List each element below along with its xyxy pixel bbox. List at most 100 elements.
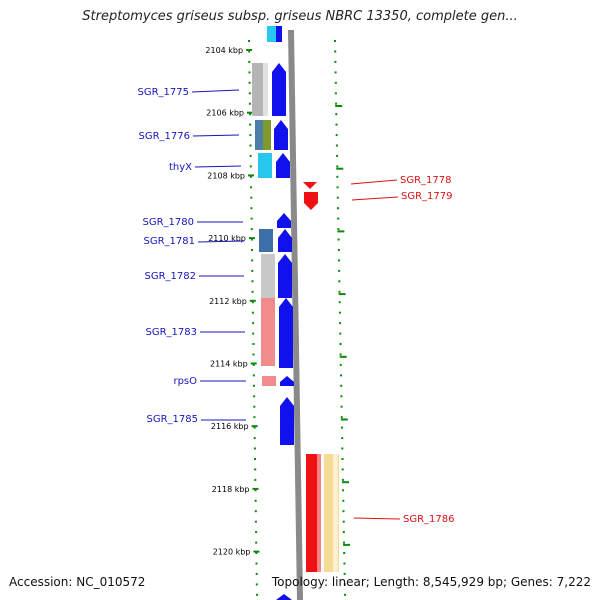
gene-label-sgr1779[interactable]: SGR_1779 (401, 191, 453, 202)
tick-dot-left (251, 269, 254, 272)
tick-dot-right (334, 81, 337, 84)
position-label: 2116 kbp (211, 422, 249, 431)
position-label: 2112 kbp (209, 297, 247, 306)
tick-dot-right (339, 322, 342, 325)
tick-dot-right (334, 60, 337, 63)
tick-dot-left (251, 290, 254, 293)
major-tick-left (251, 425, 258, 428)
tick-dot-left (253, 447, 256, 450)
tick-dot-left (248, 81, 251, 84)
tick-dot-left (255, 562, 258, 565)
gene-arrow-sgr1780 (277, 213, 291, 228)
gene-arrow-sgr1783 (279, 298, 293, 368)
gene-label-sgr1781[interactable]: SGR_1781 (144, 236, 196, 247)
major-tick-left (253, 550, 260, 553)
position-label: 2110 kbp (208, 234, 246, 243)
tick-dot-right (337, 207, 339, 210)
tick-dot-left (248, 71, 251, 74)
tick-dot-left (254, 458, 256, 460)
major-tick-right (342, 481, 349, 484)
position-label: 2104 kbp (205, 46, 243, 55)
tick-dot-left (252, 353, 255, 356)
tick-dot-right (334, 92, 337, 95)
gene-label-sgr1782[interactable]: SGR_1782 (145, 271, 197, 282)
gene-label-rpso[interactable]: rpsO (173, 376, 197, 387)
position-label: 2120 kbp (213, 548, 251, 557)
tick-dot-left (252, 374, 255, 377)
gene-arrow-sgr1781 (278, 229, 292, 252)
tick-dot-right (340, 395, 343, 398)
tick-dot-right (343, 562, 346, 565)
tick-dot-left (248, 60, 251, 63)
tick-dot-left (251, 311, 254, 314)
tick-dot-left (250, 196, 253, 199)
tick-dot-right (336, 154, 339, 157)
tick-dot-left (251, 280, 254, 283)
cds-bar-sgr1782 (261, 254, 275, 299)
tick-dot-right (342, 489, 345, 492)
tick-dot-right (342, 531, 345, 534)
tick-dot-right (339, 363, 342, 366)
cds-bar-sgr1786-hl (333, 454, 338, 572)
major-tick-right (343, 543, 351, 546)
tick-dot-right (335, 134, 338, 137)
accession-label: Accession: NC_010572 (9, 575, 146, 589)
gene-arrow-rpso (280, 376, 294, 386)
gene-arrow-bottom (276, 594, 292, 600)
tick-dot-left (249, 154, 252, 157)
tick-dot-left (250, 228, 253, 231)
tick-dot-right (341, 426, 343, 429)
gene-label-sgr1776[interactable]: SGR_1776 (139, 131, 191, 142)
genome-backbone (288, 29, 303, 600)
tick-dot-left (254, 478, 257, 481)
gene-arrow-sgr1778 (303, 182, 317, 189)
gene-label-sgr1780[interactable]: SGR_1780 (143, 217, 195, 228)
gene-label-sgr1775[interactable]: SGR_1775 (138, 87, 190, 98)
tick-dot-left (253, 405, 256, 408)
tick-dot-right (343, 541, 345, 544)
gene-label-sgr1783[interactable]: SGR_1783 (146, 327, 198, 338)
tick-dot-left (250, 186, 253, 189)
major-tick-left (247, 111, 253, 114)
major-tick-right (339, 355, 347, 358)
position-label: 2106 kbp (206, 109, 244, 118)
genome-summary-label: Topology: linear; Length: 8,545,929 bp; … (271, 575, 591, 589)
tick-dot-left (251, 249, 253, 251)
gene-arrow-sgr1782 (278, 254, 292, 298)
tick-dot-left (248, 102, 251, 105)
tick-dot-left (255, 572, 258, 575)
gene-arrow-sgr1776 (274, 120, 288, 150)
gene-label-sgr1786[interactable]: SGR_1786 (403, 514, 455, 525)
tick-dot-right (337, 238, 340, 241)
gene-label-sgr1778[interactable]: SGR_1778 (400, 175, 452, 186)
tick-dot-left (254, 510, 257, 513)
tick-dot-right (338, 259, 340, 262)
tick-dot-left (255, 531, 258, 534)
tick-dot-left (248, 40, 250, 42)
gene-arrow-sgr1785 (280, 397, 294, 445)
tick-dot-left (253, 426, 256, 429)
tick-dot-left (251, 259, 254, 262)
tick-dot-left (249, 134, 252, 137)
major-tick-left (248, 237, 255, 240)
tick-dot-right (340, 384, 343, 387)
major-tick-left (250, 362, 257, 365)
tick-dot-right (335, 113, 338, 116)
gene-label-thyx[interactable]: thyX (169, 162, 192, 173)
tick-dot-right (337, 249, 340, 251)
tick-dot-right (344, 593, 346, 596)
tick-dot-right (339, 343, 342, 345)
cds-bar-thyx (258, 153, 272, 178)
tick-dot-right (341, 468, 344, 471)
tick-dot-right (336, 196, 339, 199)
tick-dot-right (334, 50, 337, 53)
tick-dot-right (338, 269, 341, 272)
tick-dot-left (250, 217, 253, 220)
tick-dot-right (338, 290, 341, 293)
cds-bar-sgr1776 (255, 120, 263, 150)
scale-ticks: 2104 kbp 2106 kbp 2108 kbp 2110 kbp 2112 kbp… (205, 40, 351, 596)
position-label: 2118 kbp (212, 485, 250, 494)
tick-dot-right (340, 416, 343, 419)
gene-label-sgr1785[interactable]: SGR_1785 (147, 414, 199, 425)
